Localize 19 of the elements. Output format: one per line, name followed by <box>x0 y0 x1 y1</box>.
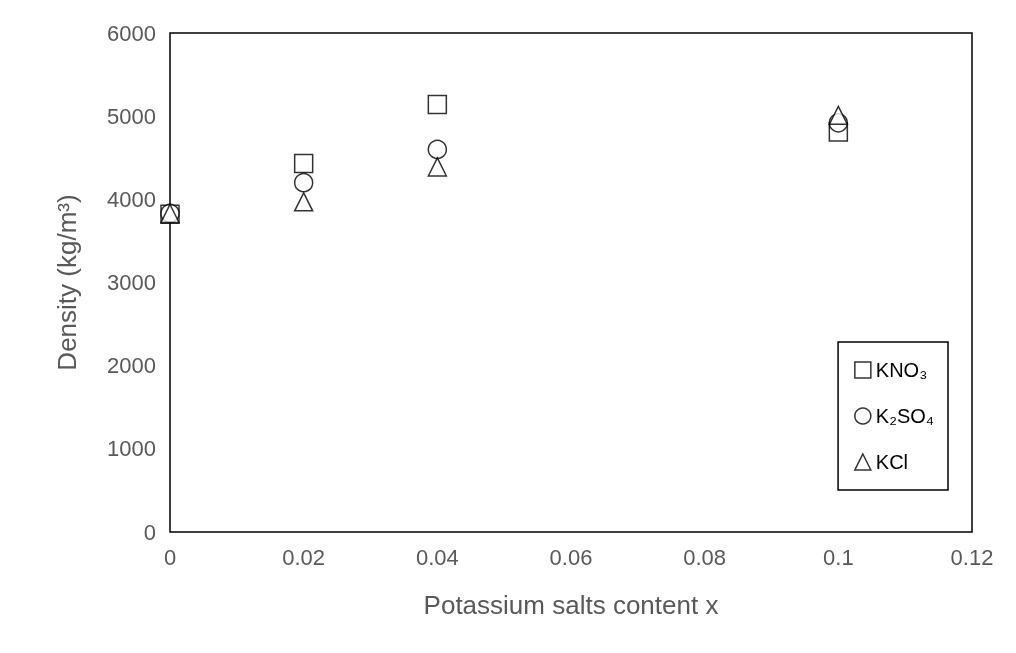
x-tick-label: 0.12 <box>950 544 994 570</box>
y-tick-label: 5000 <box>107 103 156 129</box>
x-tick-label: 0.04 <box>415 544 459 570</box>
y-axis-title: Density (kg/m³) <box>52 194 82 371</box>
y-tick-label: 1000 <box>107 436 156 462</box>
y-tick-label: 6000 <box>107 20 156 46</box>
legend-label: K₂SO₄ <box>875 405 935 427</box>
x-tick-label: 0 <box>163 544 177 570</box>
legend-label: KNO₃ <box>875 359 928 381</box>
x-tick-label: 0.06 <box>549 544 593 570</box>
legend-label: KCl <box>875 451 909 473</box>
y-tick-label: 4000 <box>107 186 156 212</box>
x-axis-title: Potassium salts content x <box>423 590 719 620</box>
x-tick-label: 0.08 <box>683 544 727 570</box>
y-tick-label: 3000 <box>107 270 156 295</box>
y-tick-label: 2000 <box>107 353 156 379</box>
x-tick-label: 0.02 <box>282 544 326 570</box>
y-tick-label: 0 <box>143 519 156 545</box>
x-tick-label: 0.1 <box>823 544 854 570</box>
